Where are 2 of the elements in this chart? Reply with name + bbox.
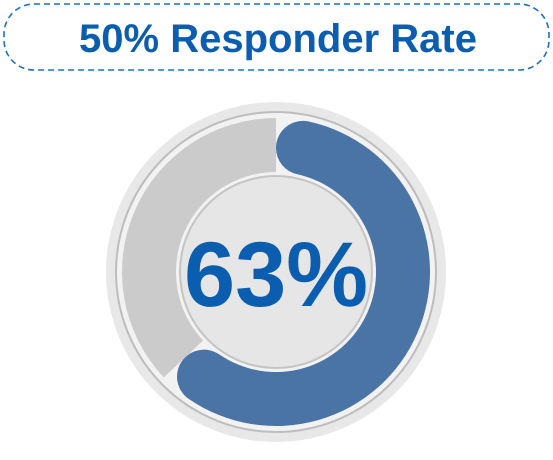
chart-title: 50% Responder Rate [79, 17, 477, 61]
data-label: 63% [184, 224, 368, 326]
